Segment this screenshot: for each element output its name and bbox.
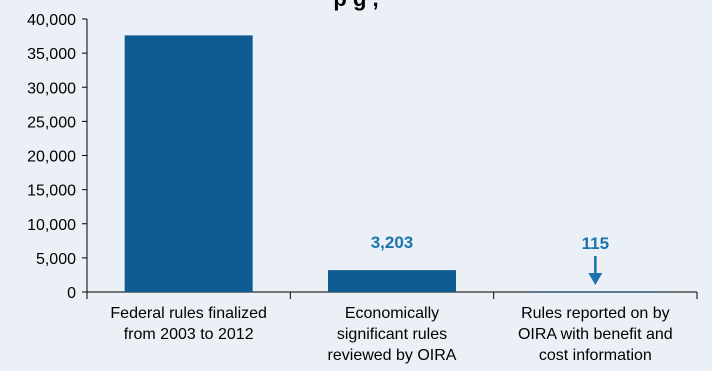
y-tick-label: 25,000 <box>27 114 76 131</box>
x-tick-label-line: Economically <box>345 305 439 322</box>
x-tick-label-line: Federal rules finalized <box>110 305 267 322</box>
chart-title: p g , <box>0 0 712 12</box>
y-axis: 0 5,000 10,000 15,000 20,000 25,000 30,000 35,0… <box>27 12 88 302</box>
y-tick-label: 0 <box>67 285 76 302</box>
down-arrow-icon <box>588 256 603 285</box>
y-tick-label: 30,000 <box>27 80 76 97</box>
x-tick-label-line: reviewed by OIRA <box>328 347 457 364</box>
bar <box>531 291 660 292</box>
data-labels: 3,203 115 <box>371 233 609 285</box>
x-tick-label-line: OIRA with benefit and <box>518 326 673 343</box>
x-axis: Federal rules finalized from 2003 to 2012… <box>86 291 698 364</box>
x-tick-label-line: from 2003 to 2012 <box>124 326 254 343</box>
bar <box>124 35 253 292</box>
y-tick-label: 15,000 <box>27 183 76 200</box>
bar <box>328 270 456 292</box>
x-tick-label: Federal rules finalized from 2003 to 2012 <box>110 305 267 343</box>
x-tick-label: Economically significant rules reviewed by… <box>328 305 457 364</box>
x-tick-label-line: significant rules <box>337 326 447 343</box>
x-tick-label: Rules reported on by OIRA with benefit an… <box>518 305 673 364</box>
x-tick-label-line: Rules reported on by <box>521 305 670 322</box>
y-tick-label: 20,000 <box>27 149 76 166</box>
y-tick-label: 10,000 <box>27 217 76 234</box>
y-tick-label: 40,000 <box>27 12 76 29</box>
data-label: 3,203 <box>371 233 414 252</box>
x-tick-label-line: cost information <box>539 347 652 364</box>
data-label: 115 <box>582 234 609 253</box>
y-tick-label: 35,000 <box>27 46 76 63</box>
bars <box>124 35 660 292</box>
y-tick-label: 5,000 <box>36 251 76 268</box>
